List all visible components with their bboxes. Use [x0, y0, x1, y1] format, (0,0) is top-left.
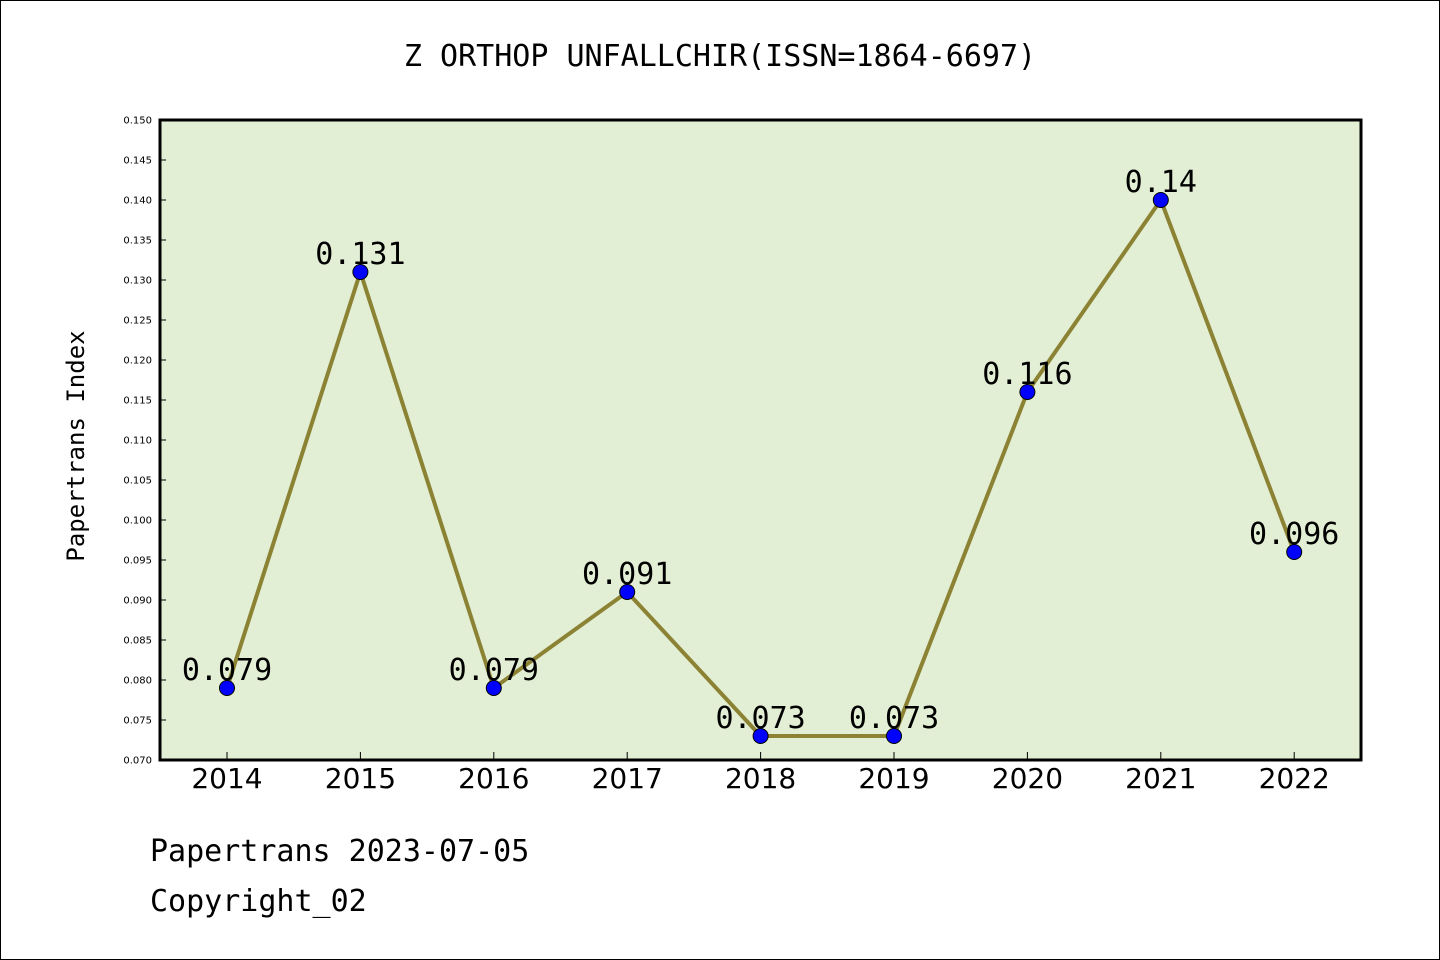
y-tick-label: 0.120 [123, 356, 152, 367]
x-tick-label: 2015 [325, 762, 396, 795]
y-tick-label: 0.105 [123, 476, 152, 487]
y-tick-label: 0.090 [123, 596, 152, 607]
data-label: 0.073 [715, 701, 805, 736]
footer-date: Papertrans 2023-07-05 [150, 834, 530, 869]
data-point [1019, 384, 1036, 400]
series-group: 0.079 0.131 0.079 0.091 0.073 0.073 0.116 0.14 0… [182, 165, 1339, 744]
y-tick-label: 0.100 [123, 516, 152, 527]
data-label: 0.079 [449, 653, 539, 688]
data-label: 0.131 [315, 237, 405, 272]
data-label: 0.116 [982, 357, 1072, 392]
data-point [1152, 192, 1169, 208]
y-tick-label: 0.150 [123, 116, 152, 127]
y-tick-label: 0.115 [123, 396, 152, 407]
x-tick-label: 2017 [592, 762, 663, 795]
y-tick-label: 0.135 [123, 236, 152, 247]
plot-area [158, 118, 1363, 762]
data-point [219, 680, 235, 696]
data-label: 0.079 [182, 653, 272, 688]
footer-copyright: Copyright_02 [150, 884, 367, 919]
x-tick-label: 2016 [458, 762, 529, 795]
y-tick-label: 0.075 [123, 716, 152, 727]
x-tick-label: 2019 [858, 762, 929, 795]
y-tick-label: 0.080 [123, 676, 152, 687]
data-point [485, 680, 502, 696]
data-label: 0.091 [582, 557, 672, 592]
data-point [619, 584, 636, 600]
y-tick-label: 0.095 [123, 556, 152, 567]
y-tick-label: 0.070 [123, 756, 152, 767]
data-point [1286, 544, 1303, 560]
y-tick-label: 0.110 [123, 436, 152, 447]
y-axis-label: Papertrans Index [62, 330, 90, 561]
data-point [886, 728, 902, 744]
y-tick-label: 0.125 [123, 316, 152, 327]
x-tick-label: 2022 [1259, 762, 1330, 795]
x-tick-label: 2014 [191, 762, 262, 795]
x-tick-label: 2018 [725, 762, 796, 795]
y-tick-label: 0.085 [123, 636, 152, 647]
y-tick-label: 0.145 [123, 156, 152, 167]
chart-title: Z ORTHOP UNFALLCHIR(ISSN=1864-6697) [404, 39, 1036, 74]
data-point [352, 264, 369, 280]
y-axis-ticks: 0.070 0.075 0.080 0.085 0.090 0.095 0.100 0.105… [123, 116, 166, 767]
x-tick-label: 2021 [1125, 762, 1196, 795]
y-tick-label: 0.140 [123, 196, 152, 207]
data-label: 0.096 [1249, 517, 1339, 552]
data-label: 0.073 [849, 701, 939, 736]
x-axis-ticks: 2014 2015 2016 2017 2018 2019 2020 2021 2022 [191, 752, 1330, 795]
y-tick-label: 0.130 [123, 276, 152, 287]
data-label: 0.14 [1125, 165, 1197, 200]
data-point [752, 728, 769, 744]
x-tick-label: 2020 [992, 762, 1063, 795]
